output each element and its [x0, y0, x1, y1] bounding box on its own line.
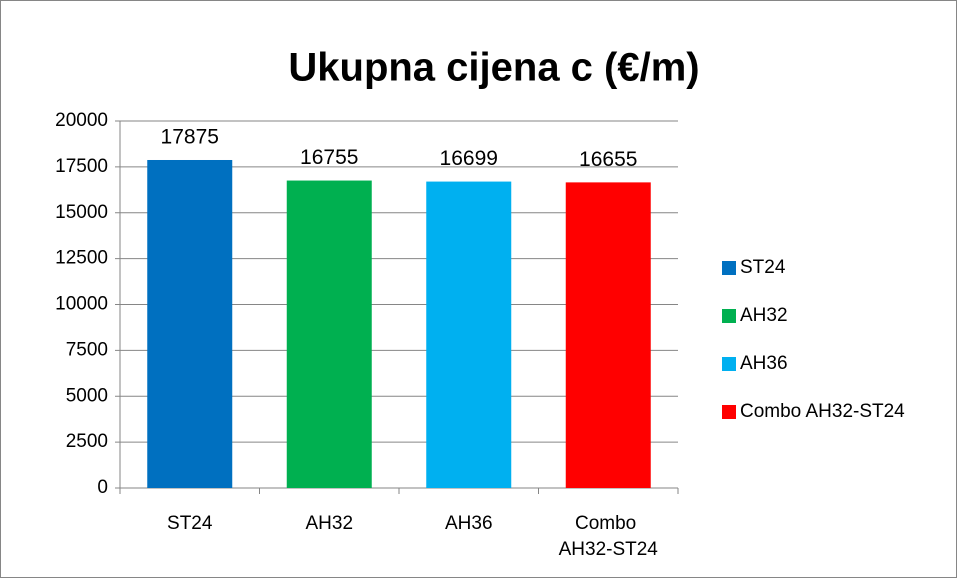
y-tick-label: 5000 [66, 385, 108, 406]
y-tick-label: 0 [97, 477, 108, 498]
y-tick-label: 15000 [55, 202, 108, 223]
y-tick-label: 7500 [66, 339, 108, 360]
data-label: 16755 [300, 146, 358, 169]
data-label: 16655 [579, 148, 637, 171]
y-tick-label: 10000 [55, 294, 108, 315]
y-tick-label: 12500 [55, 248, 108, 269]
bar [286, 180, 372, 488]
bar [426, 181, 512, 488]
legend-label: Combo AH32-ST24 [740, 401, 905, 422]
legend-swatch [722, 261, 736, 275]
y-tick-label: 20000 [55, 110, 108, 131]
x-tick-label: AH36 [445, 513, 493, 534]
legend-swatch [722, 309, 736, 323]
bar [565, 182, 651, 489]
legend-label: ST24 [740, 257, 786, 278]
y-tick-label: 17500 [55, 156, 108, 177]
legend-label: AH32 [740, 305, 788, 326]
chart-title: Ukupna cijena c (€/m) [288, 46, 699, 90]
legend-label: AH36 [740, 353, 788, 374]
x-tick-label: AH32 [305, 513, 353, 534]
data-label: 16699 [440, 147, 498, 170]
legend-swatch [722, 405, 736, 419]
legend-swatch [722, 357, 736, 371]
data-label: 17875 [161, 126, 219, 149]
bar [147, 159, 233, 488]
y-tick-label: 2500 [66, 431, 108, 452]
x-tick-label: Combo AH32-ST24 [559, 513, 659, 560]
x-tick-label: ST24 [167, 513, 213, 534]
